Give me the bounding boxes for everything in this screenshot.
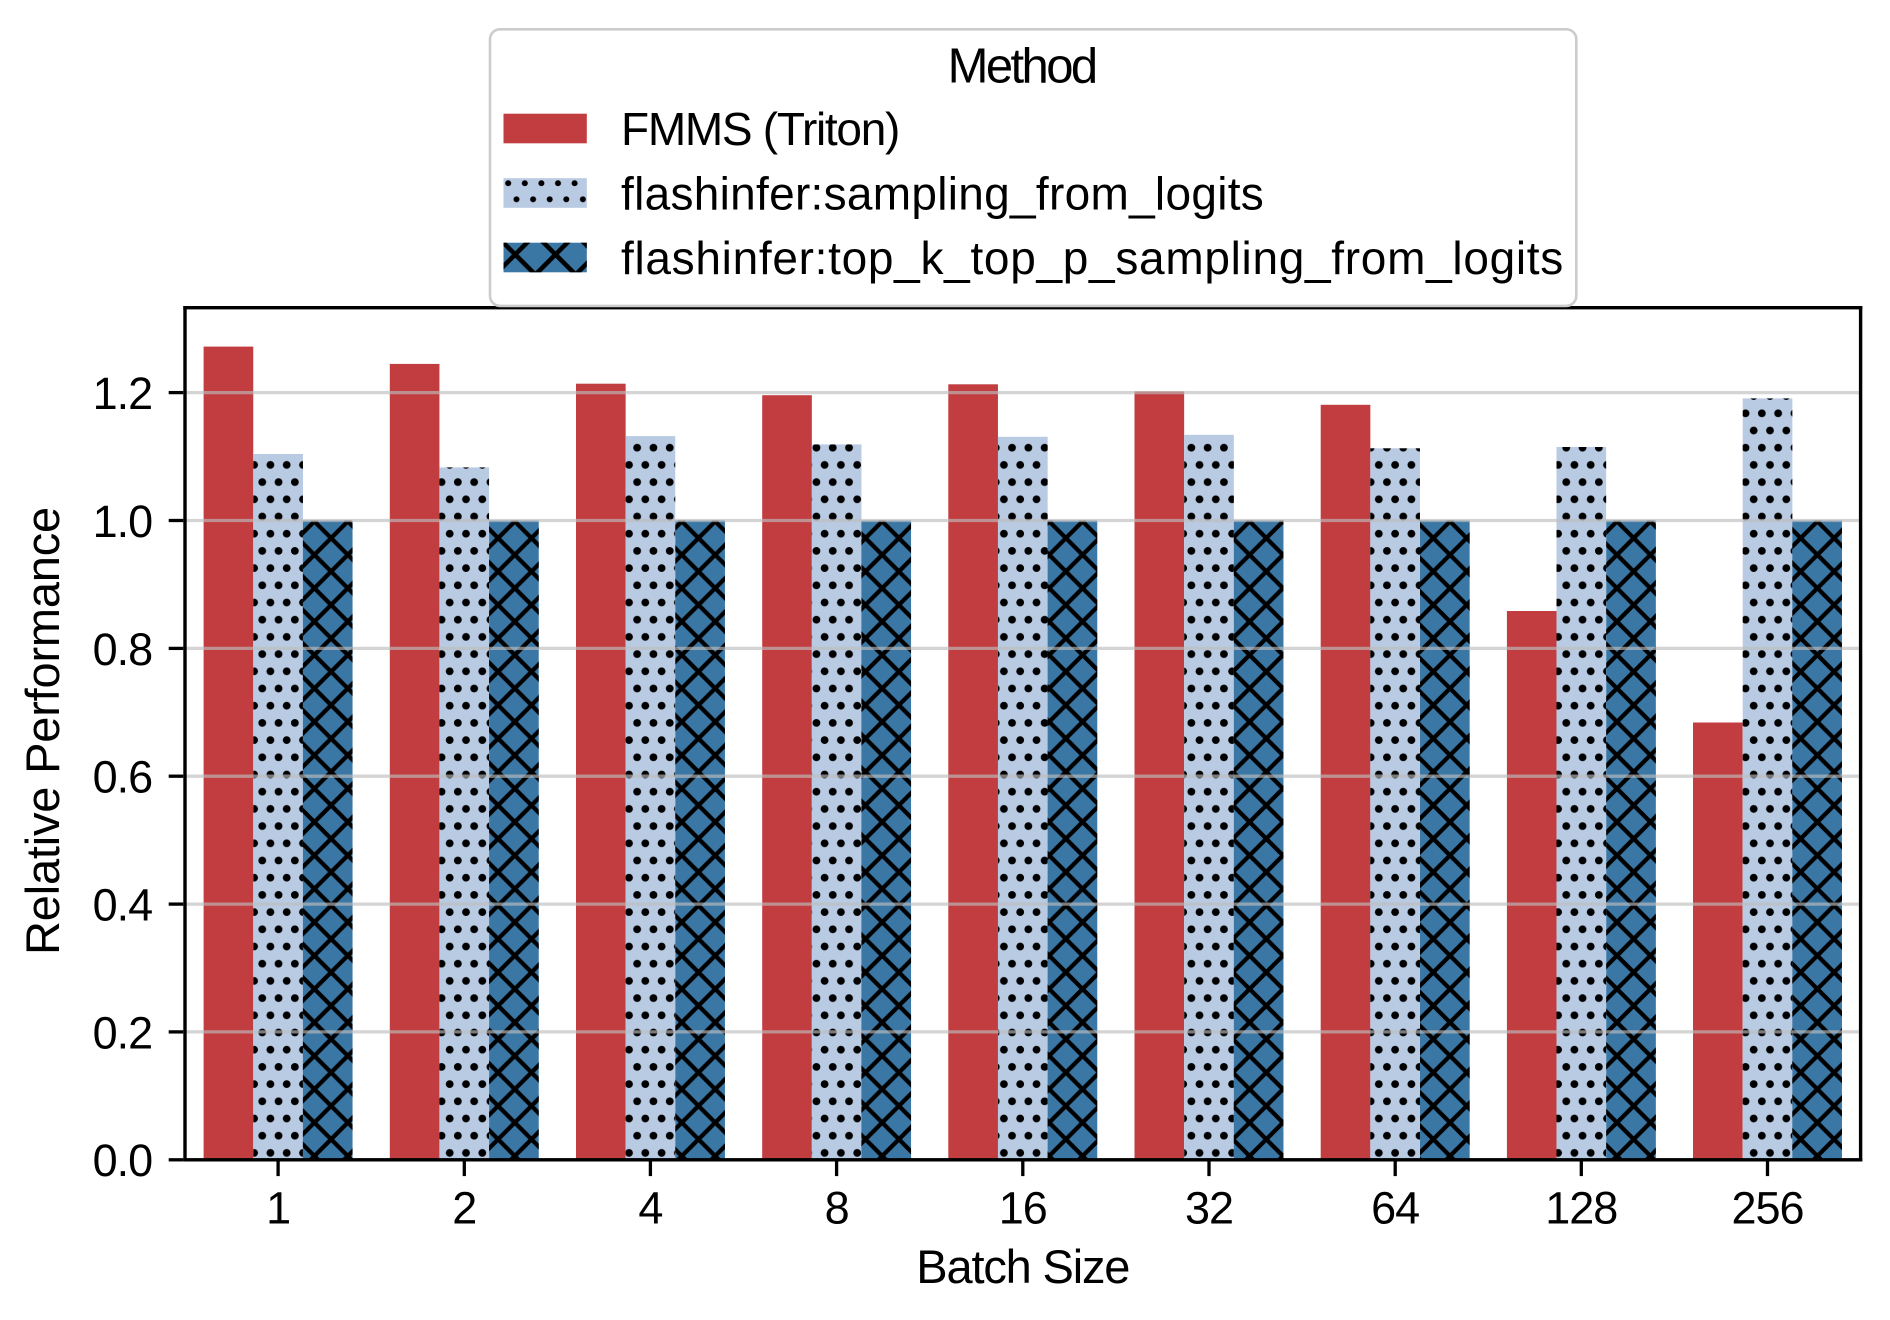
- svg-text:2: 2: [452, 1182, 476, 1233]
- svg-text:1: 1: [266, 1182, 290, 1233]
- svg-text:256: 256: [1731, 1182, 1803, 1233]
- svg-text:0.6: 0.6: [93, 752, 153, 803]
- svg-text:32: 32: [1185, 1182, 1233, 1233]
- svg-text:0.0: 0.0: [93, 1135, 153, 1186]
- svg-text:Method: Method: [948, 40, 1096, 94]
- svg-text:64: 64: [1371, 1182, 1419, 1233]
- svg-text:8: 8: [825, 1182, 849, 1233]
- svg-text:Batch Size: Batch Size: [916, 1240, 1129, 1293]
- svg-text:FMMS (Triton): FMMS (Triton): [621, 103, 899, 155]
- svg-text:0.8: 0.8: [93, 624, 153, 675]
- svg-text:0.4: 0.4: [93, 880, 153, 931]
- svg-text:flashinfer:sampling_from_logit: flashinfer:sampling_from_logits: [621, 167, 1264, 219]
- svg-text:flashinfer:top_k_top_p_samplin: flashinfer:top_k_top_p_sampling_from_log…: [621, 232, 1564, 284]
- svg-text:16: 16: [999, 1182, 1047, 1233]
- svg-text:0.2: 0.2: [93, 1007, 153, 1058]
- svg-text:1.0: 1.0: [93, 496, 153, 547]
- svg-text:Relative Performance: Relative Performance: [16, 507, 69, 955]
- svg-text:4: 4: [638, 1182, 662, 1233]
- svg-text:1.2: 1.2: [93, 368, 153, 419]
- svg-text:128: 128: [1545, 1182, 1617, 1233]
